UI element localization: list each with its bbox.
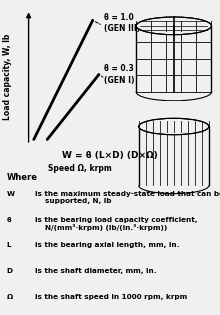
Ellipse shape <box>136 17 211 35</box>
Text: Load capacity, W, lb: Load capacity, W, lb <box>4 34 12 120</box>
Text: W: W <box>7 191 15 197</box>
Text: is the bearing load capacity coefficient,
    N/(mm³·krpm) (lb/(in.³·krpm)): is the bearing load capacity coefficient… <box>35 216 198 231</box>
Text: L: L <box>7 243 11 249</box>
Text: Where: Where <box>7 173 38 182</box>
Text: D: D <box>7 268 13 274</box>
Text: is the shaft speed in 1000 rpm, krpm: is the shaft speed in 1000 rpm, krpm <box>35 294 187 300</box>
Text: ϐ: ϐ <box>7 216 11 222</box>
Text: ϐ = 1.0
(GEN III): ϐ = 1.0 (GEN III) <box>104 13 140 33</box>
Text: W = ϐ (L×D) (D×Ω): W = ϐ (L×D) (D×Ω) <box>62 152 158 160</box>
Text: Speed Ω, krpm: Speed Ω, krpm <box>48 164 112 173</box>
Text: is the shaft diameter, mm, in.: is the shaft diameter, mm, in. <box>35 268 157 274</box>
Text: is the maximum steady-state load that can be
    supported, N, lb: is the maximum steady-state load that ca… <box>35 191 220 204</box>
Text: is the bearing axial length, mm, in.: is the bearing axial length, mm, in. <box>35 243 180 249</box>
Text: ϐ = 0.3
(GEN I): ϐ = 0.3 (GEN I) <box>104 64 135 85</box>
Text: Ω: Ω <box>7 294 13 300</box>
Ellipse shape <box>139 118 209 135</box>
